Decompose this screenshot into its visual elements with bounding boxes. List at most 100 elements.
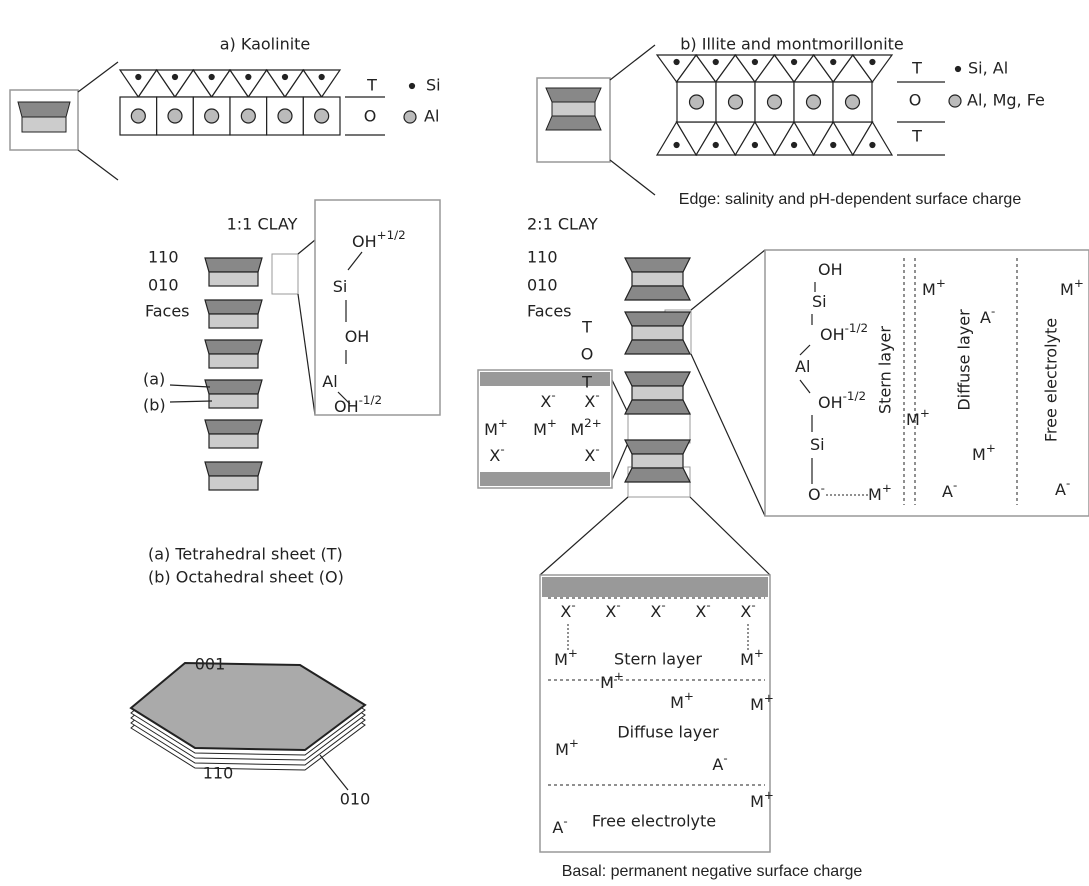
shape (768, 95, 782, 109)
label-sup: - (821, 481, 825, 495)
label-base: M (750, 695, 764, 714)
label-sup: - (563, 814, 567, 828)
label-sup: + (569, 736, 579, 750)
label-sup: + (547, 416, 557, 430)
label: Diffuse layer (617, 723, 719, 742)
label-sup: 2+ (584, 416, 602, 430)
label-sup: -1/2 (843, 389, 866, 403)
label: OH (818, 260, 843, 279)
label-base: OH (334, 397, 359, 416)
label: Basal: permanent negative surface charge (562, 863, 863, 880)
shape (136, 75, 141, 80)
label-sup: - (953, 478, 957, 492)
label-sup: - (595, 442, 599, 456)
label-base: M (484, 420, 498, 439)
label-base: OH (345, 327, 370, 346)
label: Al (322, 372, 337, 391)
label-sup: - (706, 598, 710, 612)
label: T (581, 318, 592, 337)
shape (956, 67, 961, 72)
shape (625, 440, 690, 454)
shape (625, 258, 690, 272)
shape (674, 143, 679, 148)
label-sup: - (1066, 476, 1070, 490)
label: Al, Mg, Fe (967, 91, 1045, 110)
label: Faces (145, 302, 190, 321)
shape (752, 60, 757, 65)
label-base: OH (818, 260, 843, 279)
shape (674, 60, 679, 65)
shape (246, 75, 251, 80)
shape (205, 258, 262, 272)
shape (205, 420, 262, 434)
label-base: OH (820, 325, 845, 344)
label-base: M (555, 740, 569, 759)
label: Si (426, 76, 441, 95)
label: 1:1 CLAY (227, 215, 298, 234)
shape (209, 394, 258, 408)
figure: a) Kaolinite b) Illite and montmorillonit… (0, 0, 1089, 886)
shape (209, 75, 214, 80)
shape (410, 84, 415, 89)
shape (807, 95, 821, 109)
shape (241, 109, 255, 123)
label-base: M (600, 673, 614, 692)
label-sup: - (723, 751, 727, 765)
label: 110 (527, 248, 558, 267)
label-sup: + (568, 646, 578, 660)
label-base: Al (795, 357, 810, 376)
shape (205, 300, 262, 314)
shape (283, 75, 288, 80)
label-base: A (712, 755, 723, 774)
label-base: M (570, 420, 584, 439)
shape (831, 60, 836, 65)
label-base: X (605, 602, 616, 621)
label: (a) Tetrahedral sheet (T) (148, 545, 343, 564)
shape (870, 143, 875, 148)
label: (b) (143, 396, 166, 415)
shape (949, 95, 961, 107)
label: Diffuse layer (955, 309, 974, 411)
label-base: X (695, 602, 706, 621)
title: b) Illite and montmorillonite (680, 35, 904, 54)
shape (209, 314, 258, 328)
shape (625, 400, 690, 414)
shape (205, 109, 219, 123)
shape (170, 385, 210, 387)
label: O (909, 91, 922, 110)
label-sup: -1/2 (845, 321, 868, 335)
shape (729, 95, 743, 109)
label-base: X (540, 392, 551, 411)
shape (752, 143, 757, 148)
label: Free electrolyte (592, 812, 716, 831)
label-base: M (740, 650, 754, 669)
shape (632, 272, 683, 286)
shape (209, 434, 258, 448)
label-sup: + (498, 416, 508, 430)
label-base: A (980, 308, 991, 327)
title: a) Kaolinite (220, 35, 311, 54)
label-base: OH (818, 393, 843, 412)
label: 110 (148, 248, 179, 267)
shape (625, 312, 690, 326)
label: T (911, 127, 922, 146)
shape (209, 476, 258, 490)
label-base: X (740, 602, 751, 621)
kaolinite-icon (10, 62, 118, 180)
label-base: M (670, 693, 684, 712)
label: T (911, 59, 922, 78)
shape (625, 468, 690, 482)
label-sup: + (764, 691, 774, 705)
shape (632, 386, 683, 400)
label-base: Al (322, 372, 337, 391)
shape (205, 380, 262, 394)
label-base: X (584, 392, 595, 411)
label-sup: + (936, 276, 946, 290)
label-base: OH (352, 232, 377, 251)
label-base: M (533, 420, 547, 439)
label: 010 (148, 276, 179, 295)
label-sup: - (595, 388, 599, 402)
label: 110 (203, 764, 234, 783)
label: Si (812, 292, 827, 311)
label-sup: - (571, 598, 575, 612)
